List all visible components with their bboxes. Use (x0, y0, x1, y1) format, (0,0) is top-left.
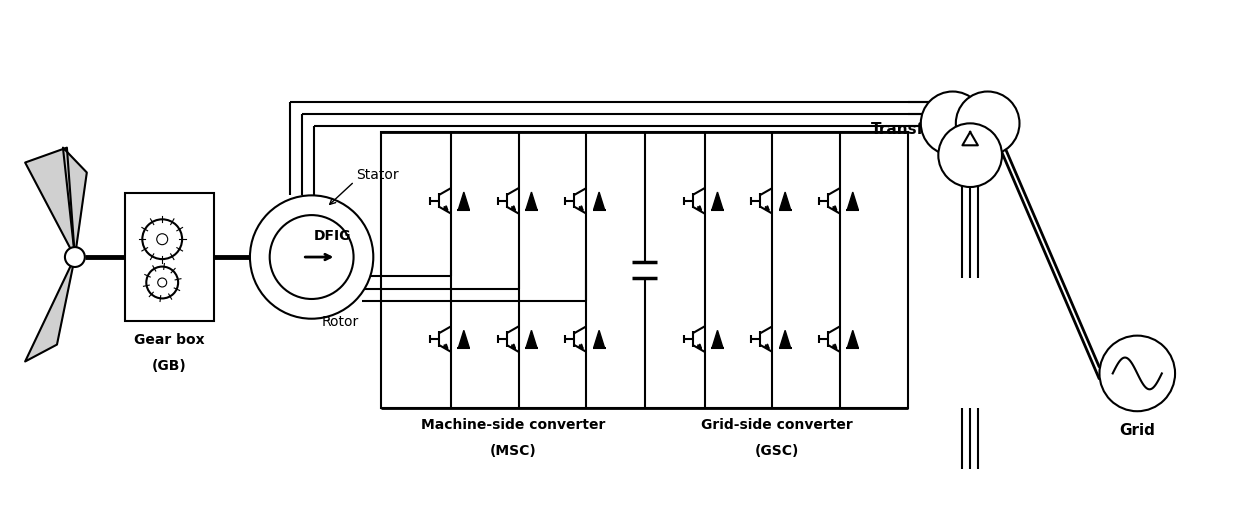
Circle shape (269, 215, 353, 299)
Polygon shape (63, 148, 87, 257)
Polygon shape (847, 192, 858, 209)
Text: Rotor: Rotor (321, 315, 358, 329)
Text: Transformer: Transformer (870, 122, 976, 137)
Circle shape (956, 92, 1019, 155)
Circle shape (156, 234, 167, 245)
Circle shape (939, 123, 1002, 187)
Text: Machine-side converter: Machine-side converter (420, 418, 605, 432)
Polygon shape (594, 330, 605, 348)
Polygon shape (780, 330, 791, 348)
Text: Grid: Grid (1120, 423, 1156, 438)
Polygon shape (780, 192, 791, 209)
Text: (GSC): (GSC) (754, 444, 799, 458)
Bar (381, 132, 909, 408)
Polygon shape (526, 330, 537, 348)
Polygon shape (459, 192, 469, 209)
Circle shape (250, 195, 373, 318)
Polygon shape (459, 330, 469, 348)
Polygon shape (712, 330, 723, 348)
Text: (MSC): (MSC) (490, 444, 537, 458)
Text: Gear box: Gear box (134, 333, 205, 346)
Polygon shape (25, 148, 74, 257)
Text: (GB): (GB) (153, 359, 187, 372)
Polygon shape (25, 257, 74, 361)
Polygon shape (594, 192, 605, 209)
Circle shape (64, 247, 84, 267)
Text: Stator: Stator (356, 168, 399, 183)
Circle shape (143, 220, 182, 259)
Circle shape (146, 267, 179, 298)
Bar (124, 194, 215, 321)
Text: Grid-side converter: Grid-side converter (701, 418, 853, 432)
Circle shape (1100, 335, 1176, 411)
Polygon shape (712, 192, 723, 209)
Circle shape (157, 278, 166, 287)
Text: DFIG: DFIG (314, 229, 351, 243)
Polygon shape (847, 330, 858, 348)
Circle shape (921, 92, 985, 155)
Polygon shape (526, 192, 537, 209)
